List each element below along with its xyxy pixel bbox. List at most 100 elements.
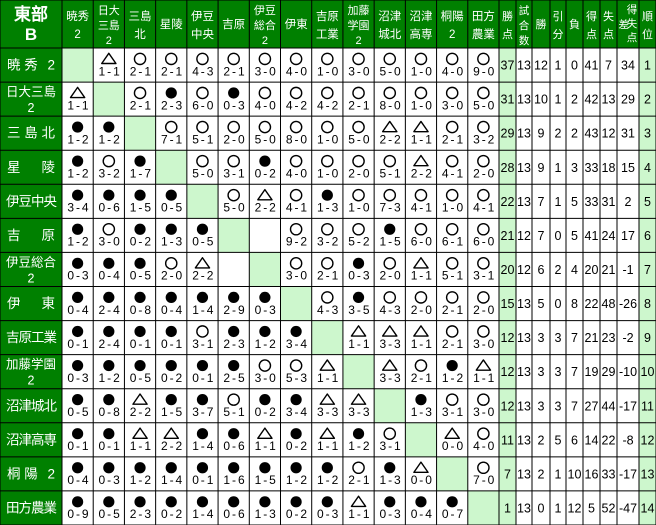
svg-text:吉: 吉 (7, 228, 21, 243)
svg-text:数: 数 (519, 34, 530, 47)
svg-text:1 - 3: 1 - 3 (161, 235, 183, 249)
svg-text:3 - 4: 3 - 4 (286, 405, 308, 419)
svg-text:22: 22 (585, 297, 599, 311)
svg-text:1 - 1: 1 - 1 (473, 371, 495, 385)
svg-text:0 - 3: 0 - 3 (317, 507, 339, 521)
svg-text:3 - 0: 3 - 0 (442, 98, 464, 112)
svg-text:引: 引 (553, 9, 564, 23)
svg-text:1 - 2: 1 - 2 (442, 371, 464, 385)
svg-text:15: 15 (501, 297, 515, 311)
svg-text:33: 33 (585, 195, 599, 209)
svg-text:1 - 3: 1 - 3 (317, 201, 339, 215)
svg-text:2 - 1: 2 - 1 (442, 303, 464, 317)
svg-text:13: 13 (517, 365, 531, 379)
svg-text:3: 3 (571, 161, 578, 175)
svg-text:2 - 0: 2 - 0 (348, 166, 370, 180)
svg-text:2: 2 (47, 466, 55, 481)
svg-text:3 - 3: 3 - 3 (379, 371, 401, 385)
svg-text:合: 合 (519, 19, 530, 32)
svg-text:1 - 3: 1 - 3 (411, 405, 433, 419)
svg-text:3 - 1: 3 - 1 (379, 439, 401, 453)
svg-text:北: 北 (42, 126, 56, 141)
svg-text:3 - 1: 3 - 1 (223, 166, 245, 180)
svg-text:41: 41 (585, 229, 599, 243)
svg-text:5 - 1: 5 - 1 (192, 132, 214, 146)
svg-text:2 - 2: 2 - 2 (379, 132, 401, 146)
svg-text:6 - 0: 6 - 0 (411, 235, 433, 249)
svg-text:13: 13 (641, 467, 655, 481)
svg-text:3 - 3: 3 - 3 (348, 405, 370, 419)
svg-text:3 - 4: 3 - 4 (286, 337, 308, 351)
svg-text:0 - 5: 0 - 5 (67, 405, 89, 419)
svg-text:失: 失 (627, 17, 638, 30)
svg-text:7: 7 (605, 59, 612, 73)
svg-text:1 - 2: 1 - 2 (67, 235, 89, 249)
svg-text:27: 27 (585, 399, 599, 413)
svg-text:三島: 三島 (129, 9, 152, 23)
svg-text:1 - 0: 1 - 0 (442, 201, 464, 215)
svg-text:7: 7 (538, 195, 545, 209)
svg-text:沼津高専: 沼津高専 (6, 431, 56, 447)
svg-text:負: 負 (569, 18, 580, 31)
svg-text:41: 41 (585, 59, 599, 73)
svg-text:7: 7 (571, 399, 578, 413)
svg-text:13: 13 (517, 93, 531, 107)
svg-text:-8: -8 (622, 433, 633, 447)
svg-text:5 - 1: 5 - 1 (223, 405, 245, 419)
svg-text:1 - 2: 1 - 2 (317, 473, 339, 487)
svg-text:1 - 1: 1 - 1 (348, 507, 370, 521)
svg-text:13: 13 (517, 161, 531, 175)
svg-text:4 - 1: 4 - 1 (442, 166, 464, 180)
svg-text:10: 10 (568, 467, 582, 481)
svg-text:5: 5 (588, 501, 595, 515)
svg-text:13: 13 (517, 467, 531, 481)
svg-text:1: 1 (555, 195, 562, 209)
svg-text:23: 23 (602, 331, 616, 345)
svg-text:0 - 4: 0 - 4 (411, 507, 433, 521)
svg-text:2 - 1: 2 - 1 (442, 132, 464, 146)
svg-text:0 - 1: 0 - 1 (67, 337, 89, 351)
svg-text:0 - 2: 0 - 2 (161, 507, 183, 521)
svg-text:4 - 1: 4 - 1 (286, 201, 308, 215)
svg-text:2: 2 (106, 35, 112, 47)
svg-text:0 - 1: 0 - 1 (67, 439, 89, 453)
svg-text:0 - 8: 0 - 8 (130, 303, 152, 317)
svg-text:8: 8 (571, 297, 578, 311)
svg-text:5: 5 (571, 195, 578, 209)
svg-text:1 - 2: 1 - 2 (99, 132, 121, 146)
svg-text:2 - 5: 2 - 5 (223, 371, 245, 385)
svg-text:3 - 1: 3 - 1 (473, 269, 495, 283)
svg-text:0: 0 (555, 297, 562, 311)
svg-text:0: 0 (538, 501, 545, 515)
svg-text:1 - 1: 1 - 1 (255, 439, 277, 453)
svg-text:0 - 6: 0 - 6 (99, 201, 121, 215)
svg-text:1 - 1: 1 - 1 (411, 337, 433, 351)
svg-text:13: 13 (517, 501, 531, 515)
svg-text:4 - 0: 4 - 0 (286, 166, 308, 180)
svg-text:2 - 3: 2 - 3 (130, 507, 152, 521)
svg-text:0 - 2: 0 - 2 (286, 507, 308, 521)
svg-text:4 - 3: 4 - 3 (317, 303, 339, 317)
svg-text:22: 22 (602, 433, 616, 447)
svg-text:点: 点 (586, 28, 597, 41)
svg-text:1 - 1: 1 - 1 (411, 269, 433, 283)
svg-text:2 - 4: 2 - 4 (99, 303, 121, 317)
svg-text:5 - 0: 5 - 0 (192, 166, 214, 180)
svg-text:2 - 1: 2 - 1 (223, 64, 245, 78)
svg-text:12: 12 (517, 263, 531, 277)
svg-text:2 - 1: 2 - 1 (161, 64, 183, 78)
svg-text:0 - 1: 0 - 1 (161, 337, 183, 351)
svg-text:0 - 0: 0 - 0 (411, 473, 433, 487)
svg-text:12: 12 (501, 399, 515, 413)
svg-text:24: 24 (602, 229, 616, 243)
svg-text:33: 33 (585, 161, 599, 175)
svg-text:沼津: 沼津 (409, 9, 432, 23)
svg-text:7 - 0: 7 - 0 (473, 473, 495, 487)
svg-text:分: 分 (553, 28, 564, 41)
svg-text:伊豆総合: 伊豆総合 (6, 254, 57, 269)
svg-text:6: 6 (571, 433, 578, 447)
svg-text:5 - 0: 5 - 0 (379, 64, 401, 78)
svg-text:1: 1 (555, 161, 562, 175)
svg-text:2 - 2: 2 - 2 (255, 201, 277, 215)
svg-text:吉原: 吉原 (222, 18, 245, 31)
